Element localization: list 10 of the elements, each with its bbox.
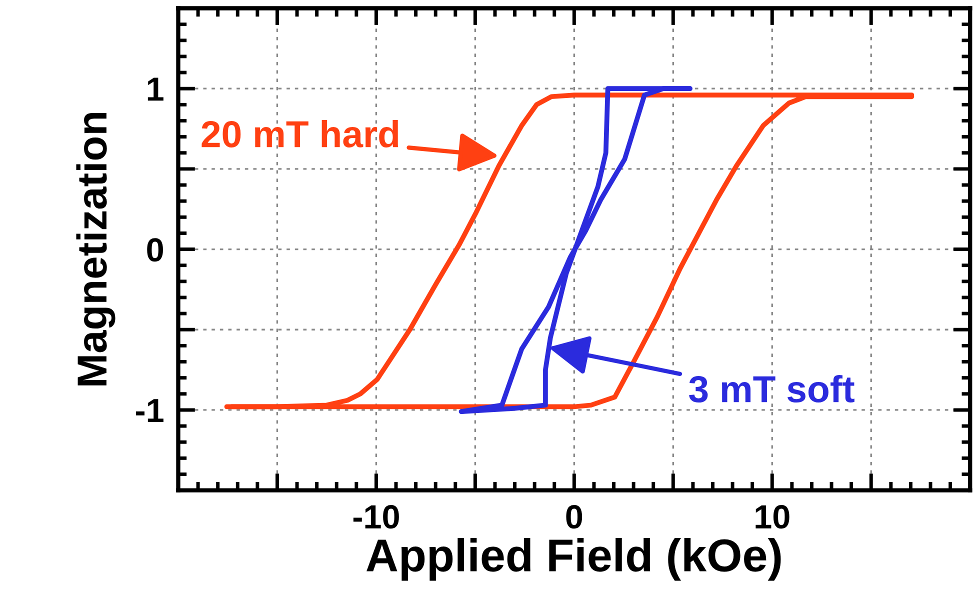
x-tick-label: -10 [353,505,399,529]
annotation: 3 mT soft [689,374,854,403]
y-tick-label: -1 [136,399,164,422]
y-tick-label: 1 [148,78,164,101]
x-axis-title: Applied Field (kOe) [366,538,781,581]
annotation: 20 mT hard [202,120,398,148]
x-tick-label: 10 [756,505,790,529]
x-tick-label: 0 [566,505,582,529]
y-tick-label: 0 [147,238,163,262]
y-axis-title: Magnetization [76,112,116,386]
